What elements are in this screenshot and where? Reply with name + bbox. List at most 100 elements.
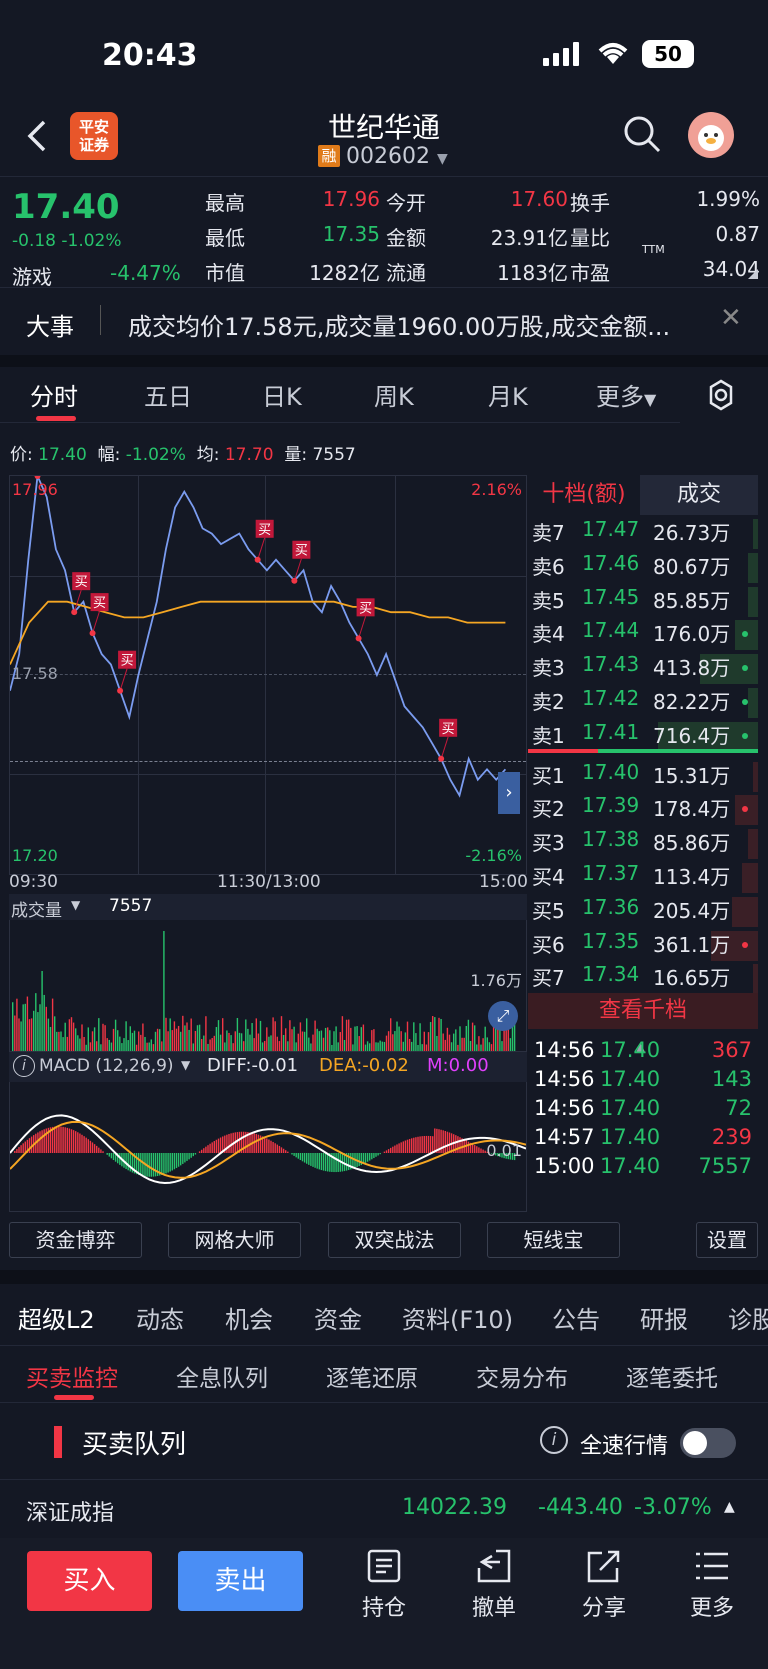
- buy-signal-mark[interactable]: 买: [355, 598, 375, 642]
- tab-month-k[interactable]: 月K: [488, 383, 528, 411]
- macd-histogram-bar: [224, 1135, 226, 1153]
- buy-button[interactable]: 买入: [27, 1551, 152, 1611]
- volume-bar: [503, 1029, 505, 1051]
- tab-trades[interactable]: 成交: [640, 475, 758, 515]
- macd-histogram-bar: [501, 1153, 503, 1158]
- news-ticker[interactable]: 大事 成交均价17.58元,成交量1960.00万股,成交金额... ✕: [0, 289, 768, 355]
- volume-bar: [400, 1031, 402, 1051]
- macd-chart[interactable]: 0.01: [9, 1052, 527, 1212]
- settings-button[interactable]: 设置: [696, 1222, 758, 1258]
- search-icon[interactable]: [622, 114, 662, 154]
- buy-signal-mark[interactable]: 买: [254, 519, 274, 563]
- tab-super-l2[interactable]: 超级L2: [18, 1306, 95, 1334]
- buy-signal-mark[interactable]: 买: [89, 593, 109, 637]
- tab-more[interactable]: 更多▼: [596, 377, 656, 412]
- order-book-row[interactable]: 买1 17.40 15.31万: [528, 760, 758, 794]
- volume-header[interactable]: 成交量 ▼ 7557: [9, 894, 527, 921]
- order-book-row[interactable]: 买6 17.35 361.1万: [528, 929, 758, 963]
- macd-histogram-bar: [446, 1131, 449, 1153]
- macd-histogram-bar: [459, 1137, 461, 1153]
- more-button[interactable]: 更多: [672, 1548, 752, 1622]
- industry-row[interactable]: 游戏 -4.47%: [12, 261, 181, 290]
- intraday-chart[interactable]: 买买买买买买买买 17.96 17.58 17.20 2.16% -2.16% …: [9, 475, 527, 875]
- index-ticker[interactable]: 深证成指 14022.39 -443.40 -3.07% ▲: [0, 1481, 768, 1537]
- order-book-row[interactable]: 买3 17.38 85.86万: [528, 827, 758, 861]
- info-icon[interactable]: i: [540, 1426, 568, 1454]
- tab-f10[interactable]: 资料(F10): [402, 1306, 514, 1334]
- volume-bar: [247, 1028, 249, 1051]
- cancel-order-button[interactable]: 撤单: [454, 1548, 534, 1622]
- l2-tabs: 买卖监控 全息队列 逐笔还原 交易分布 逐笔委托: [0, 1347, 768, 1403]
- caret-up-icon[interactable]: ▲: [724, 1499, 735, 1515]
- fullscreen-icon[interactable]: ⤢: [488, 1001, 518, 1031]
- order-book-row[interactable]: 买7 17.34 16.65万: [528, 962, 758, 996]
- tab-ten-levels[interactable]: 十档(额): [528, 475, 640, 515]
- order-book-row[interactable]: 买5 17.36 205.4万: [528, 895, 758, 929]
- order-book-row[interactable]: 买4 17.37 113.4万: [528, 861, 758, 895]
- volume-max-label: 1.76万: [470, 971, 522, 990]
- order-book-row[interactable]: 卖2 17.42 82.22万: [528, 686, 758, 720]
- macd-histogram-bar: [110, 1153, 113, 1159]
- tab-trade-distribution[interactable]: 交易分布: [476, 1366, 568, 1392]
- grid-master-button[interactable]: 网格大师: [168, 1222, 301, 1258]
- double-breakout-button[interactable]: 双突战法: [328, 1222, 461, 1258]
- volume-bar: [150, 1039, 152, 1051]
- macd-histogram-bar: [427, 1135, 430, 1153]
- full-speed-toggle[interactable]: [680, 1428, 736, 1458]
- order-book-row[interactable]: 卖3 17.43 413.8万: [528, 652, 758, 686]
- tab-intraday[interactable]: 分时: [30, 383, 78, 411]
- tab-week-k[interactable]: 周K: [374, 383, 414, 411]
- tab-news[interactable]: 动态: [136, 1306, 184, 1334]
- more-label: 更多: [689, 1596, 734, 1621]
- tab-day-k[interactable]: 日K: [262, 383, 302, 411]
- trade-price: 17.40: [600, 1038, 661, 1062]
- macd-header[interactable]: i MACD (12,26,9) ▼ DIFF:-0.01 DEA:-0.02 …: [9, 1052, 527, 1082]
- buy-signal-mark[interactable]: 买: [291, 540, 311, 584]
- order-book-row[interactable]: 卖5 17.45 85.85万: [528, 585, 758, 619]
- macd-histogram-bar: [478, 1147, 480, 1153]
- order-book-row[interactable]: 卖6 17.46 80.67万: [528, 551, 758, 585]
- stock-code-selector[interactable]: 融 002602 ▼: [318, 144, 448, 169]
- info-icon[interactable]: i: [13, 1055, 35, 1077]
- macd-histogram-bar: [259, 1135, 262, 1153]
- order-book-row[interactable]: 卖1 17.41 716.4万: [528, 720, 758, 754]
- short-line-treasure-button[interactable]: 短线宝: [487, 1222, 620, 1258]
- tab-tick-restore[interactable]: 逐笔还原: [326, 1366, 418, 1392]
- tab-opportunity[interactable]: 机会: [225, 1306, 273, 1334]
- tab-bid-ask-monitor[interactable]: 买卖监控: [26, 1366, 118, 1392]
- buy-signal-mark[interactable]: 买: [34, 476, 54, 479]
- positions-button[interactable]: 持仓: [344, 1548, 424, 1622]
- volume-bar: [352, 1044, 354, 1051]
- tab-funds[interactable]: 资金: [314, 1306, 362, 1334]
- avatar[interactable]: [688, 112, 734, 158]
- buy-signal-mark[interactable]: 买: [117, 650, 137, 694]
- tab-announcements[interactable]: 公告: [552, 1306, 600, 1334]
- macd-histogram-bar: [306, 1153, 308, 1164]
- level-amount: 113.4万: [653, 865, 731, 889]
- volume-chart[interactable]: 1.76万 ⤢: [9, 894, 527, 1052]
- sell-button[interactable]: 卖出: [178, 1551, 303, 1611]
- tab-tick-orders[interactable]: 逐笔委托: [626, 1366, 718, 1392]
- volume-bar: [272, 1017, 274, 1051]
- tab-diagnosis[interactable]: 诊股: [728, 1306, 768, 1334]
- order-book-row[interactable]: 买2 17.39 178.4万: [528, 793, 758, 827]
- expand-panel-button[interactable]: ›: [498, 772, 520, 814]
- view-1000-levels-button[interactable]: 查看千档: [528, 993, 758, 1029]
- buy-signal-mark[interactable]: 买: [71, 572, 91, 616]
- volume-bar: [505, 1027, 507, 1051]
- tab-full-queue[interactable]: 全息队列: [176, 1366, 268, 1392]
- caret-up-icon[interactable]: ▲: [636, 1040, 646, 1054]
- close-icon[interactable]: ✕: [720, 303, 742, 333]
- tab-5day[interactable]: 五日: [144, 383, 192, 411]
- share-button[interactable]: 分享: [564, 1548, 644, 1622]
- gear-icon[interactable]: [704, 378, 738, 412]
- macd-histogram-bar: [167, 1153, 169, 1173]
- capital-game-button[interactable]: 资金博弈: [9, 1222, 142, 1258]
- tab-research[interactable]: 研报: [640, 1306, 688, 1334]
- volume-bar: [427, 1032, 430, 1051]
- order-book-row[interactable]: 卖7 17.47 26.73万: [528, 517, 758, 551]
- volume-bar: [89, 1042, 92, 1051]
- back-icon[interactable]: [24, 118, 52, 154]
- buy-signal-mark[interactable]: 买: [438, 718, 458, 762]
- order-book-row[interactable]: 卖4 17.44 176.0万: [528, 618, 758, 652]
